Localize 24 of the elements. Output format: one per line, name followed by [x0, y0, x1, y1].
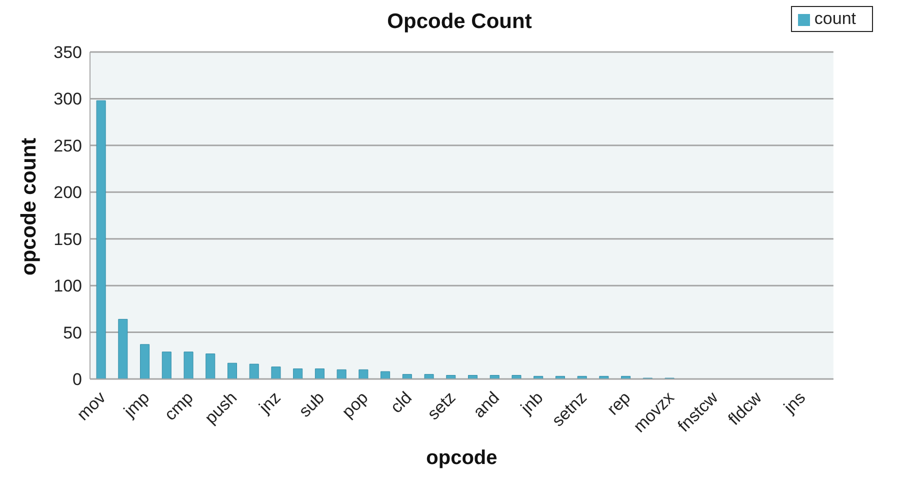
x-tick-label: jns [780, 388, 810, 418]
y-tick-label: 0 [72, 370, 82, 390]
y-tick-label: 300 [54, 90, 82, 109]
y-tick-label: 150 [54, 230, 82, 249]
x-axis-title: opcode [426, 447, 498, 469]
x-tick-label: sub [295, 388, 328, 421]
x-tick-label: and [469, 388, 503, 422]
chart-title: Opcode Count [387, 10, 532, 33]
x-tick-label: jnz [254, 388, 284, 418]
x-tick-label: cld [386, 388, 416, 417]
x-tick-label: pop [338, 388, 372, 422]
y-tick-label: 100 [54, 276, 82, 296]
x-tick-label: setz [424, 388, 460, 424]
y-tick-label: 250 [54, 136, 82, 156]
legend-label: count [814, 9, 856, 28]
y-tick-label: 200 [54, 183, 82, 202]
y-axis-title: opcode count [17, 138, 40, 276]
x-tick-label: cmp [160, 388, 197, 424]
x-tick-label: jmp [120, 388, 154, 422]
x-tick-label: jnb [516, 388, 547, 418]
y-tick-label: 350 [54, 43, 82, 62]
y-tick-label: 50 [63, 323, 82, 342]
x-tick-label: mov [73, 388, 110, 424]
x-tick-label: rep [603, 388, 634, 419]
